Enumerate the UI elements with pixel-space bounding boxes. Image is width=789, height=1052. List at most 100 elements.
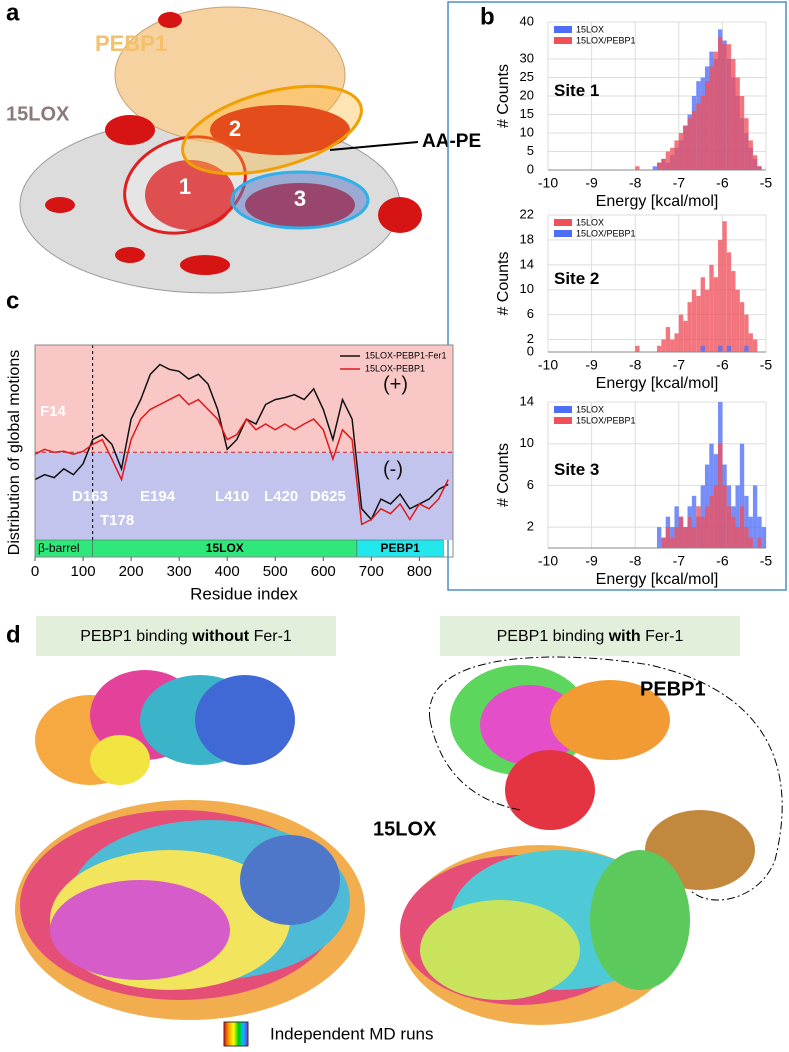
x-tick-label: 100	[71, 563, 96, 580]
histogram-bar	[744, 527, 749, 548]
legend-swatch	[554, 26, 572, 33]
histogram-bar	[665, 151, 671, 170]
y-tick-label: 10	[520, 281, 534, 296]
y-tick-label: 15	[520, 106, 534, 121]
histogram-bar	[718, 443, 723, 548]
histogram-bar	[670, 339, 675, 352]
histogram-bar	[718, 239, 723, 352]
x-tick-label: -9	[585, 357, 598, 373]
histogram-bar	[731, 271, 736, 352]
histogram-bar	[752, 339, 758, 352]
label-pebp1: PEBP1	[640, 678, 706, 700]
legend-swatch	[554, 230, 572, 237]
positive-region	[35, 345, 453, 453]
histogram-bar	[748, 537, 753, 548]
site-1-ellipse	[123, 135, 247, 235]
x-axis-label: Residue index	[190, 584, 298, 603]
histogram-bar	[744, 118, 749, 170]
histogram-bar	[722, 44, 727, 171]
residue-annotation: F14	[40, 403, 67, 420]
histogram-bar	[752, 485, 758, 548]
panel-title: PEBP1 binding with Fer-1	[497, 628, 684, 645]
histogram-bar	[748, 516, 753, 548]
legend-label: 15LOX-PEBP1-Fer1	[365, 350, 447, 360]
histogram-bar	[735, 77, 740, 170]
y-tick-label: 10	[520, 435, 534, 450]
domain-label: 15LOX	[206, 541, 244, 555]
x-tick-label: 0	[31, 563, 39, 580]
histogram-bar	[744, 495, 749, 548]
histogram-bar	[757, 166, 762, 170]
x-tick-label: 200	[119, 563, 144, 580]
histogram-bar	[700, 516, 705, 548]
histogram-bar	[635, 166, 640, 170]
histogram-bar	[709, 264, 714, 352]
pointer	[329, 141, 419, 151]
histogram-bar	[726, 345, 732, 352]
legend-swatch	[554, 37, 572, 44]
histogram-bar	[657, 345, 662, 352]
histogram-bar	[726, 44, 732, 171]
chart-title: Site 3	[554, 460, 599, 479]
header-box	[440, 616, 740, 656]
site-number: 3	[294, 186, 306, 211]
histogram-bar	[761, 527, 766, 548]
y-tick-label: 14	[520, 256, 534, 271]
legend-label: Independent MD runs	[270, 1024, 434, 1043]
legend-label: 15LOX	[576, 217, 604, 227]
histogram-bar	[744, 345, 749, 352]
residue-annotation: T178	[100, 512, 134, 529]
y-tick-label: 5	[527, 143, 534, 158]
x-tick-label: -5	[760, 553, 773, 569]
legend-label: 15LOX/PEBP1	[576, 415, 636, 425]
histogram-bar	[665, 527, 671, 548]
histogram-bar	[674, 333, 679, 352]
x-axis-label: Energy [kcal/mol]	[596, 193, 719, 210]
histogram-bar	[691, 495, 697, 548]
y-axis-label: Distribution of global motions	[6, 350, 23, 555]
histogram-bar	[661, 339, 666, 352]
panel-label: d	[6, 621, 21, 648]
histogram-bar	[683, 527, 688, 548]
histogram-bar	[752, 155, 758, 170]
histogram-bar	[657, 162, 662, 170]
histogram-bar	[722, 221, 727, 352]
legend-label: 15LOX-PEBP1	[365, 363, 425, 373]
x-tick-label: -7	[673, 175, 686, 191]
chart-title: Site 1	[554, 81, 599, 100]
label-aa-pe: AA-PE	[422, 131, 481, 152]
panel-label: c	[6, 287, 19, 314]
x-tick-label: -7	[673, 553, 686, 569]
x-tick-label: -10	[538, 357, 558, 373]
residue-annotation: L410	[215, 488, 249, 505]
histogram-bar	[735, 289, 740, 352]
residue-annotation: L420	[264, 488, 298, 505]
histogram-bar	[635, 345, 640, 352]
residue-annotation: D625	[310, 488, 346, 505]
x-axis-label: Energy [kcal/mol]	[596, 375, 719, 392]
histogram-bar	[687, 302, 692, 352]
x-tick-label: -8	[629, 357, 642, 373]
histogram-bar	[674, 506, 679, 548]
histogram-bar	[739, 443, 745, 548]
series-line	[34, 393, 449, 526]
histogram-bar	[652, 166, 657, 170]
residue-annotation: D163	[72, 488, 108, 505]
y-tick-label: 20	[520, 87, 534, 102]
histogram-bar	[739, 506, 745, 548]
legend-label: 15LOX/PEBP1	[576, 228, 636, 238]
panel-label: b	[480, 3, 495, 30]
histogram-bar	[661, 537, 666, 548]
domain-label: PEBP1	[380, 541, 420, 555]
x-tick-label: -7	[673, 357, 686, 373]
histogram-bar	[670, 147, 675, 170]
histogram-bar	[687, 118, 692, 170]
legend-swatch	[554, 219, 572, 226]
histogram-bar	[713, 485, 719, 548]
structure-overlay-right	[400, 665, 755, 1025]
histogram-bar	[696, 103, 701, 170]
x-tick-label: -8	[629, 553, 642, 569]
histogram-bar	[739, 96, 745, 170]
histogram-bar	[700, 277, 705, 352]
histogram-bar	[726, 252, 732, 352]
